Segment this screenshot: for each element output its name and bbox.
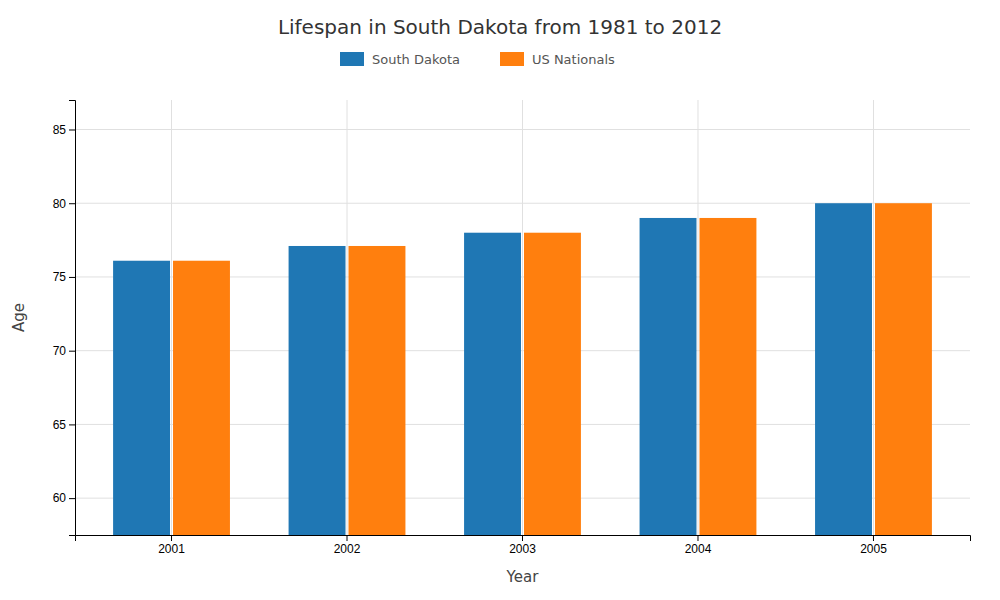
title: Lifespan in South Dakota from 1981 to 20…: [278, 15, 722, 39]
y-tick: 70: [53, 344, 75, 358]
tick-label: 2002: [334, 542, 361, 556]
y-tick: 85: [53, 123, 75, 137]
legend-label: South Dakota: [372, 52, 460, 67]
y-axis: 60 65 70 75 80 85: [53, 101, 76, 536]
axis-line: [69, 101, 76, 536]
chart: 2001 2002 2003 2004 2005 60 65 70 75 80 85 Lifespan…: [0, 0, 1000, 600]
x-tick: 2004: [685, 535, 712, 556]
grid-line: [171, 100, 172, 535]
tick-label: 80: [53, 197, 67, 211]
axis-line: [76, 536, 971, 542]
legend-swatch: [340, 52, 364, 66]
tick-label: 85: [53, 123, 67, 137]
bar: [349, 246, 406, 535]
bar: [640, 218, 697, 535]
y-tick: 60: [53, 491, 75, 505]
tick-label: 2001: [158, 542, 185, 556]
tick-label: 70: [53, 344, 67, 358]
y-tick: 75: [53, 270, 75, 284]
legend-swatch: [500, 52, 524, 66]
tick-mark: [69, 277, 75, 278]
tick-label: 2003: [509, 542, 536, 556]
series: [173, 203, 932, 535]
x-tick: 2005: [860, 535, 887, 556]
grid-line: [522, 100, 523, 535]
bar: [875, 203, 932, 535]
x-tick: 2001: [158, 535, 185, 556]
tick-mark: [69, 129, 75, 130]
legend-item: South Dakota: [340, 52, 460, 67]
series: [113, 203, 872, 535]
y-label: Age: [10, 303, 28, 332]
bar: [524, 233, 581, 535]
bars: [113, 203, 932, 535]
tick-label: 75: [53, 270, 67, 284]
tick-mark: [171, 535, 172, 541]
tick-mark: [697, 535, 698, 541]
tick-label: 2004: [685, 542, 712, 556]
x-tick: 2002: [334, 535, 361, 556]
plot: 2001 2002 2003 2004 2005 60 65 70 75 80 85: [53, 100, 971, 600]
tick-label: 2005: [860, 542, 887, 556]
legend: South Dakota US Nationals: [340, 52, 615, 67]
bar: [699, 218, 756, 535]
tick-mark: [69, 498, 75, 499]
bar: [464, 233, 521, 535]
grid-line: [347, 100, 348, 535]
grid-line: [873, 100, 874, 535]
bar: [113, 261, 170, 535]
bar: [289, 246, 346, 535]
x-tick: 2003: [509, 535, 536, 556]
tick-mark: [69, 351, 75, 352]
bar: [173, 261, 230, 535]
legend-item: US Nationals: [500, 52, 615, 67]
tick-label: 60: [53, 491, 67, 505]
tick-mark: [347, 535, 348, 541]
tick-label: 65: [53, 418, 67, 432]
grid-line: [697, 100, 698, 535]
y-tick: 80: [53, 197, 75, 211]
tick-mark: [522, 535, 523, 541]
x-label: Year: [506, 568, 540, 586]
legend-label: US Nationals: [532, 52, 615, 67]
tick-mark: [69, 203, 75, 204]
bar: [815, 203, 872, 535]
tick-mark: [69, 424, 75, 425]
tick-mark: [873, 535, 874, 541]
y-tick: 65: [53, 418, 75, 432]
x-axis: 2001 2002 2003 2004 2005: [76, 535, 971, 556]
